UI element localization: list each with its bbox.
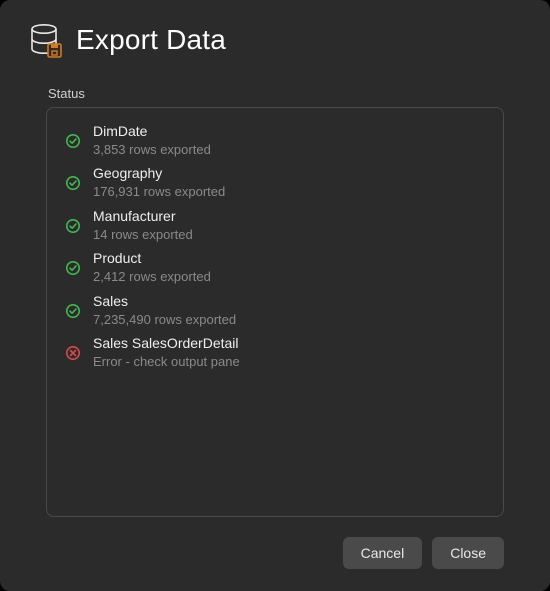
status-item-name: Sales SalesOrderDetail: [93, 334, 240, 353]
status-item-name: Manufacturer: [93, 207, 193, 226]
success-icon: [65, 218, 81, 234]
status-item-name: Product: [93, 249, 211, 268]
status-item-detail: 3,853 rows exported: [93, 141, 211, 159]
status-item-text: Manufacturer14 rows exported: [93, 207, 193, 243]
export-data-dialog: Export Data Status DimDate3,853 rows exp…: [0, 0, 550, 591]
status-item: Sales7,235,490 rows exported: [65, 292, 485, 328]
status-item-text: DimDate3,853 rows exported: [93, 122, 211, 158]
status-item-text: Sales7,235,490 rows exported: [93, 292, 236, 328]
status-panel: DimDate3,853 rows exported Geography176,9…: [46, 107, 504, 517]
status-item-detail: 14 rows exported: [93, 226, 193, 244]
success-icon: [65, 303, 81, 319]
status-item: Manufacturer14 rows exported: [65, 207, 485, 243]
status-item-detail: 2,412 rows exported: [93, 268, 211, 286]
status-item-detail: Error - check output pane: [93, 353, 240, 371]
dialog-button-row: Cancel Close: [28, 537, 504, 569]
dialog-title: Export Data: [76, 24, 226, 56]
dialog-header: Export Data: [28, 22, 522, 58]
success-icon: [65, 175, 81, 191]
error-icon: [65, 345, 81, 361]
status-item: Sales SalesOrderDetailError - check outp…: [65, 334, 485, 370]
status-item-name: Sales: [93, 292, 236, 311]
status-item: Product2,412 rows exported: [65, 249, 485, 285]
status-item-name: DimDate: [93, 122, 211, 141]
status-item: DimDate3,853 rows exported: [65, 122, 485, 158]
success-icon: [65, 133, 81, 149]
status-item-detail: 176,931 rows exported: [93, 183, 225, 201]
cancel-button[interactable]: Cancel: [343, 537, 423, 569]
close-button[interactable]: Close: [432, 537, 504, 569]
status-item-name: Geography: [93, 164, 225, 183]
status-item-text: Product2,412 rows exported: [93, 249, 211, 285]
status-label: Status: [48, 86, 522, 101]
status-item-text: Sales SalesOrderDetailError - check outp…: [93, 334, 240, 370]
success-icon: [65, 260, 81, 276]
database-export-icon: [28, 22, 64, 58]
status-item-detail: 7,235,490 rows exported: [93, 311, 236, 329]
status-item-text: Geography176,931 rows exported: [93, 164, 225, 200]
status-item: Geography176,931 rows exported: [65, 164, 485, 200]
